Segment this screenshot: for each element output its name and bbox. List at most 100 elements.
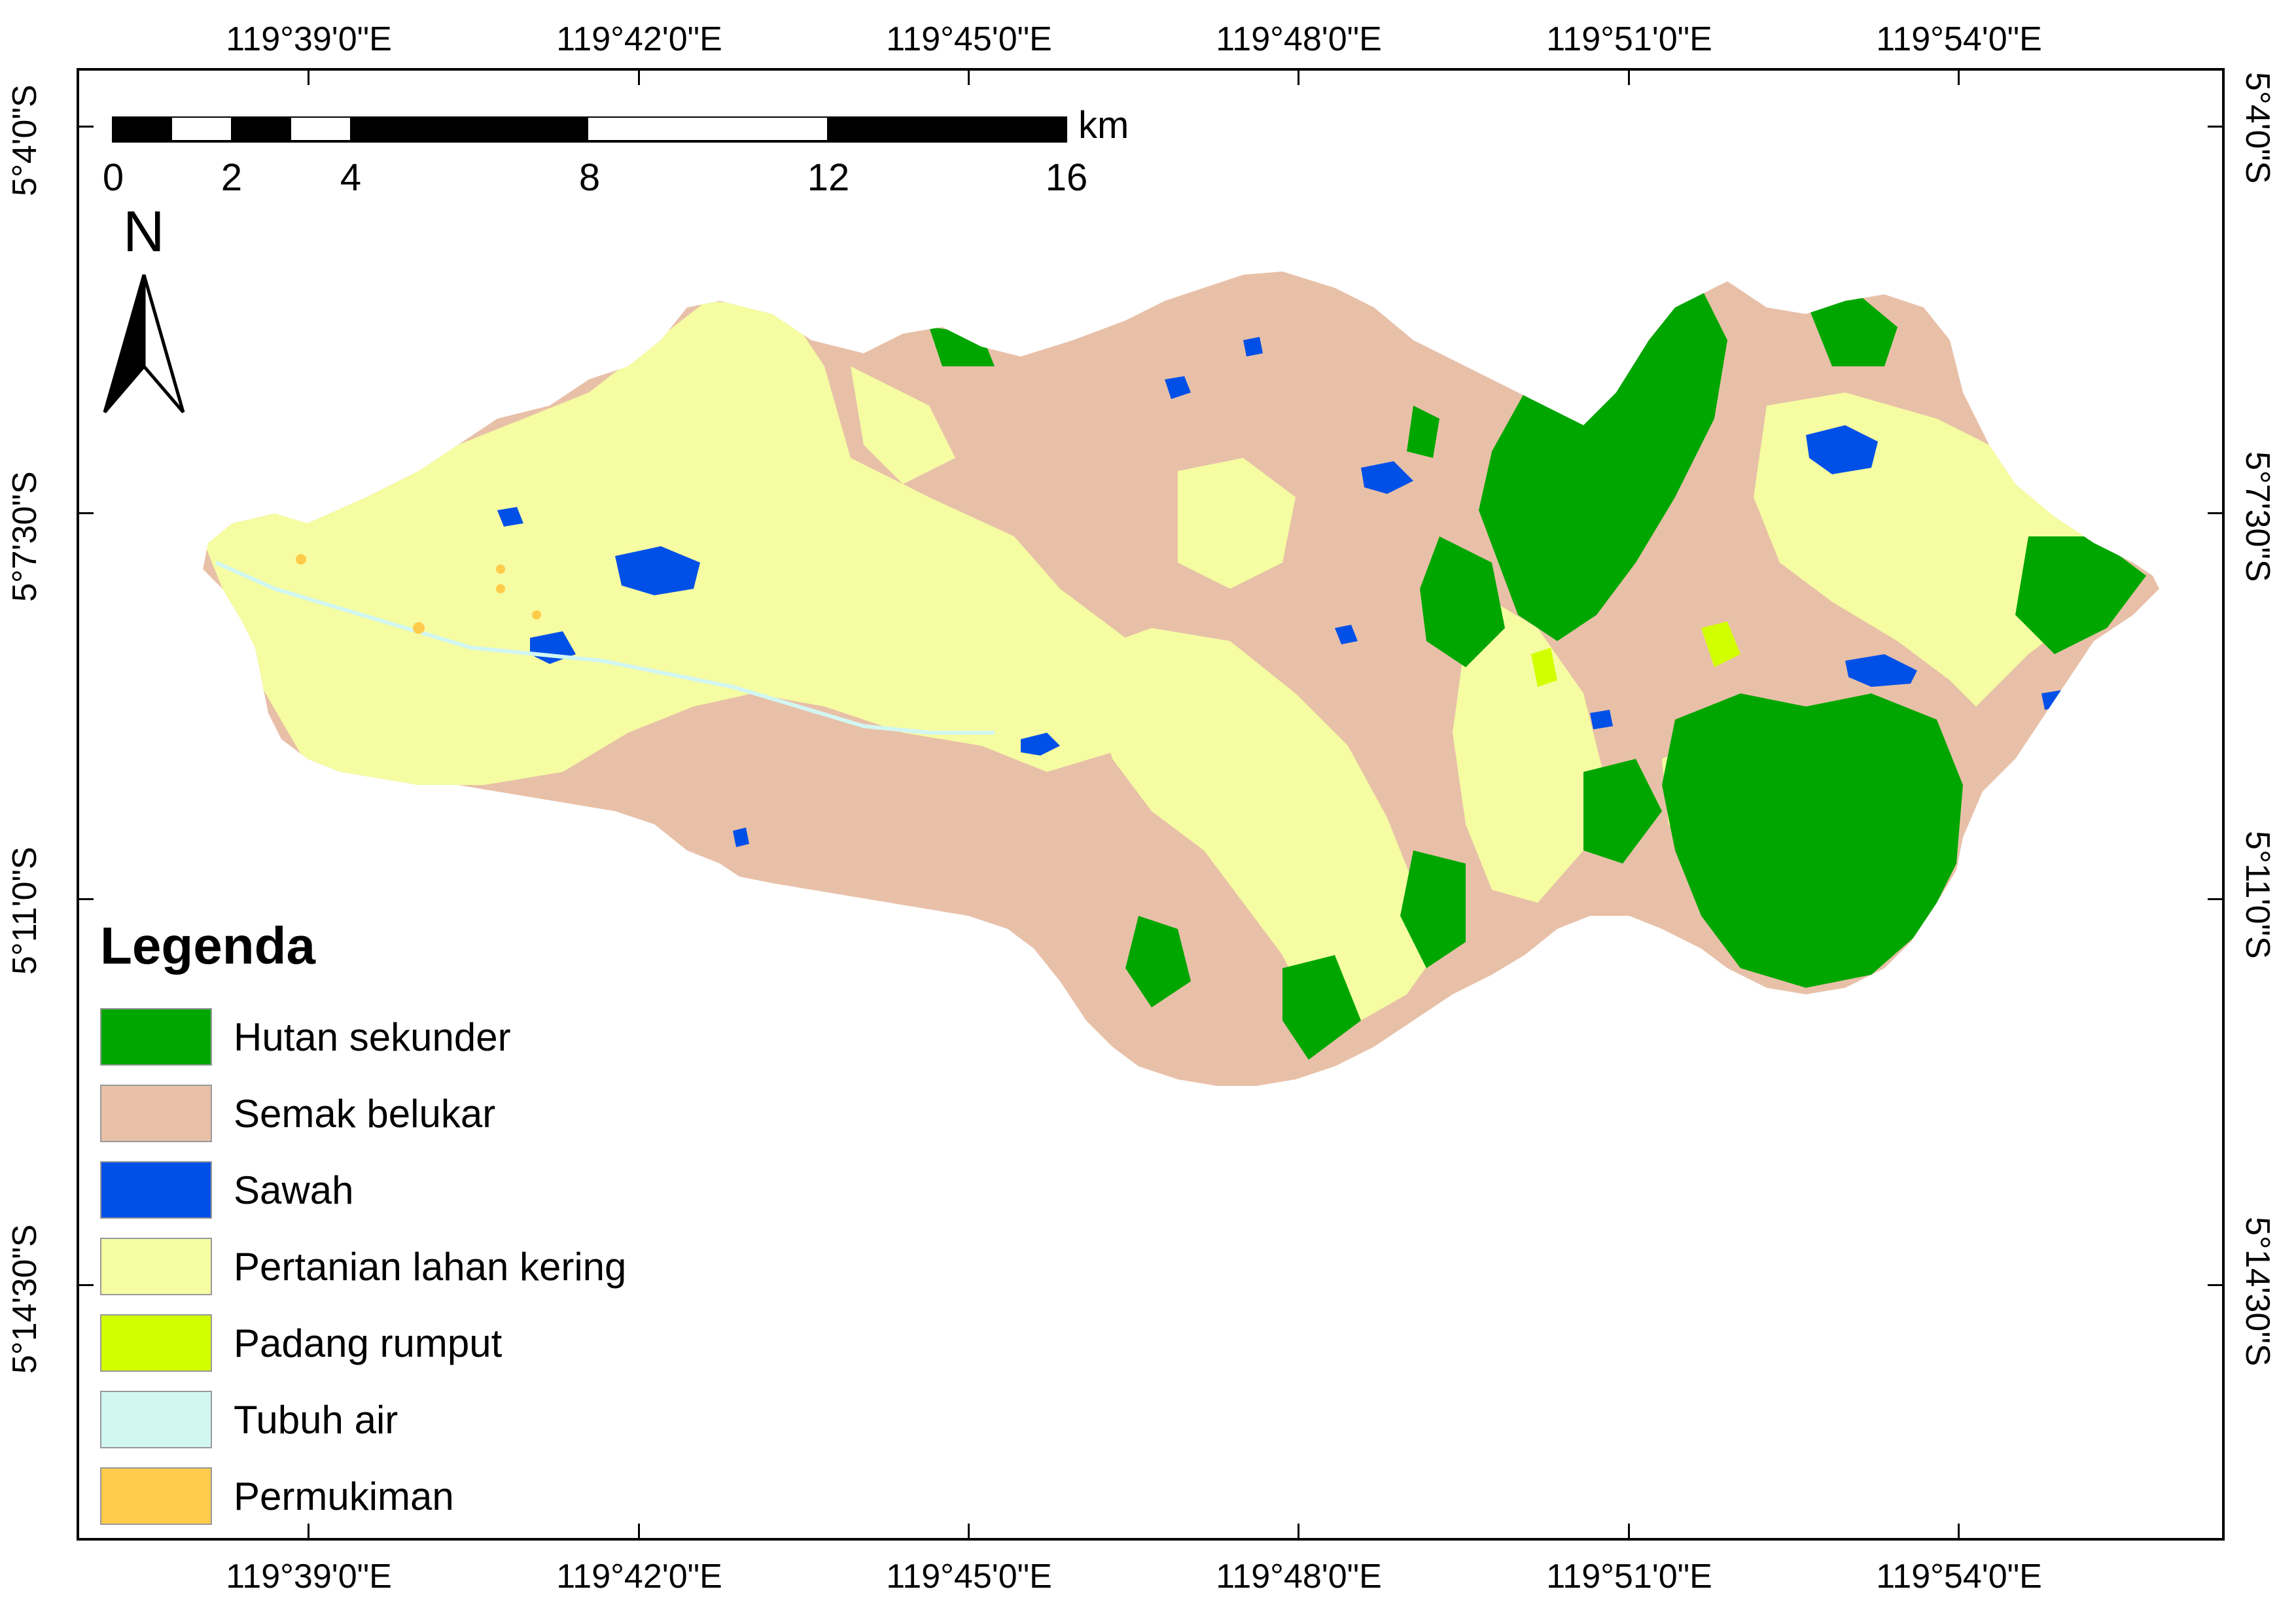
legend-item-sawah: Sawah xyxy=(100,1161,353,1219)
graticule-tick xyxy=(1298,1524,1299,1541)
scale-bar-label: 12 xyxy=(807,156,850,199)
graticule-tick xyxy=(638,1524,640,1541)
graticule-tick xyxy=(77,512,94,514)
scale-bar-label: 4 xyxy=(340,156,362,199)
graticule-tick xyxy=(2208,512,2225,514)
legend-swatch xyxy=(100,1161,212,1219)
legend-label: Tubuh air xyxy=(234,1397,398,1442)
land-class-hutan-sekunder xyxy=(1583,759,1662,864)
graticule-tick xyxy=(2208,126,2225,128)
graticule-tick xyxy=(2208,898,2225,900)
legend-label: Sawah xyxy=(234,1168,354,1212)
land-class-permukiman xyxy=(496,565,505,574)
longitude-label: 119°39'0"E xyxy=(226,20,392,58)
land-class-sawah xyxy=(1165,376,1191,399)
scale-bar-segment xyxy=(827,116,1066,141)
land-use-map xyxy=(203,271,2159,1086)
latitude-label: 5°14'30"S xyxy=(2238,1217,2276,1367)
land-class-hutan-sekunder xyxy=(1400,850,1466,968)
land-class-pertanian-lahan-kering xyxy=(1178,458,1296,589)
legend-swatch xyxy=(100,1314,212,1372)
scale-bar-segment xyxy=(112,116,172,141)
legend-label: Permukiman xyxy=(234,1474,454,1518)
scale-bar-label: 16 xyxy=(1045,156,1088,199)
scale-bar-label: 0 xyxy=(102,156,124,199)
land-class-pertanian-lahan-kering xyxy=(1453,589,1603,903)
longitude-label: 119°45'0"E xyxy=(886,1558,1052,1596)
land-class-hutan-sekunder xyxy=(1806,294,1898,366)
longitude-label: 119°54'0"E xyxy=(1876,20,2042,58)
legend-item-padang-rumput: Padang rumput xyxy=(100,1314,502,1372)
land-class-hutan-sekunder xyxy=(1282,955,1361,1060)
graticule-tick xyxy=(968,68,970,85)
land-class-hutan-sekunder xyxy=(1420,536,1505,667)
legend-item-pertanian-lahan-kering: Pertanian lahan kering xyxy=(100,1237,626,1296)
land-class-sawah xyxy=(1845,654,1917,687)
graticule-tick xyxy=(308,68,309,85)
scale-bar xyxy=(112,116,1067,143)
longitude-label: 119°45'0"E xyxy=(886,20,1052,58)
land-class-pertanian-lahan-kering xyxy=(851,366,955,484)
graticule-tick xyxy=(638,68,640,85)
north-letter: N xyxy=(123,199,165,264)
longitude-label: 119°42'0"E xyxy=(556,1558,722,1596)
land-class-hutan-sekunder xyxy=(1662,693,1963,988)
legend-label: Semak belukar xyxy=(234,1091,496,1136)
longitude-label: 119°39'0"E xyxy=(226,1558,392,1596)
longitude-label: 119°51'0"E xyxy=(1546,20,1712,58)
latitude-label: 5°7'30"S xyxy=(6,471,44,602)
latitude-label: 5°11'0"S xyxy=(2238,831,2276,959)
legend-swatch xyxy=(100,1085,212,1142)
longitude-label: 119°54'0"E xyxy=(1876,1558,2042,1596)
land-class-hutan-sekunder xyxy=(1479,288,1727,641)
legend-item-semak-belukar: Semak belukar xyxy=(100,1084,495,1143)
latitude-label: 5°11'0"S xyxy=(6,846,44,975)
land-class-padang-rumput xyxy=(1531,648,1557,687)
land-class-sawah xyxy=(733,828,749,847)
land-class-padang-rumput xyxy=(1701,621,1740,667)
longitude-label: 119°48'0"E xyxy=(1216,1558,1382,1596)
legend-swatch xyxy=(100,1391,212,1448)
land-class-sawah xyxy=(2041,690,2064,710)
scale-bar-label: 2 xyxy=(221,156,243,199)
land-class-tubuh-air xyxy=(215,561,995,735)
scale-bar-segment xyxy=(350,116,588,141)
land-class-sawah xyxy=(1361,461,1413,494)
land-class-pertanian-lahan-kering xyxy=(203,301,1210,785)
graticule-tick xyxy=(1298,68,1299,85)
legend-swatch xyxy=(100,1008,212,1066)
land-class-sawah xyxy=(1243,337,1263,357)
land-class-hutan-sekunder xyxy=(1125,916,1191,1007)
graticule-tick xyxy=(1958,68,1960,85)
legend-title: Legenda xyxy=(100,916,315,975)
latitude-label: 5°4'0"S xyxy=(2238,72,2276,184)
latitude-label: 5°7'30"S xyxy=(2238,451,2276,582)
land-class-hutan-sekunder xyxy=(2015,536,2146,654)
land-class-pertanian-lahan-kering xyxy=(1080,628,1439,1021)
land-class-sawah xyxy=(497,507,523,527)
graticule-tick xyxy=(1958,1524,1960,1541)
graticule-tick xyxy=(308,1524,309,1541)
longitude-label: 119°42'0"E xyxy=(556,20,722,58)
legend-label: Pertanian lahan kering xyxy=(234,1244,627,1289)
longitude-label: 119°48'0"E xyxy=(1216,20,1382,58)
legend-swatch xyxy=(100,1467,212,1525)
graticule-tick xyxy=(77,898,94,900)
land-class-permukiman xyxy=(496,584,505,593)
graticule-tick xyxy=(968,1524,970,1541)
legend-label: Hutan sekunder xyxy=(234,1015,511,1059)
land-class-permukiman xyxy=(532,610,541,620)
scale-bar-segment xyxy=(231,116,291,141)
legend-item-permukiman: Permukiman xyxy=(100,1467,454,1526)
land-class-sawah xyxy=(1335,625,1358,644)
graticule-tick xyxy=(2208,1284,2225,1286)
north-arrow-icon xyxy=(103,274,185,413)
land-class-hutan-sekunder xyxy=(1407,406,1439,458)
graticule-tick xyxy=(77,126,94,128)
longitude-label: 119°51'0"E xyxy=(1546,1558,1712,1596)
scale-bar-label: 8 xyxy=(578,156,601,199)
graticule-tick xyxy=(77,1284,94,1286)
legend-item-hutan-sekunder: Hutan sekunder xyxy=(100,1007,511,1066)
land-class-sawah xyxy=(1806,425,1878,474)
legend-label: Padang rumput xyxy=(234,1321,503,1365)
